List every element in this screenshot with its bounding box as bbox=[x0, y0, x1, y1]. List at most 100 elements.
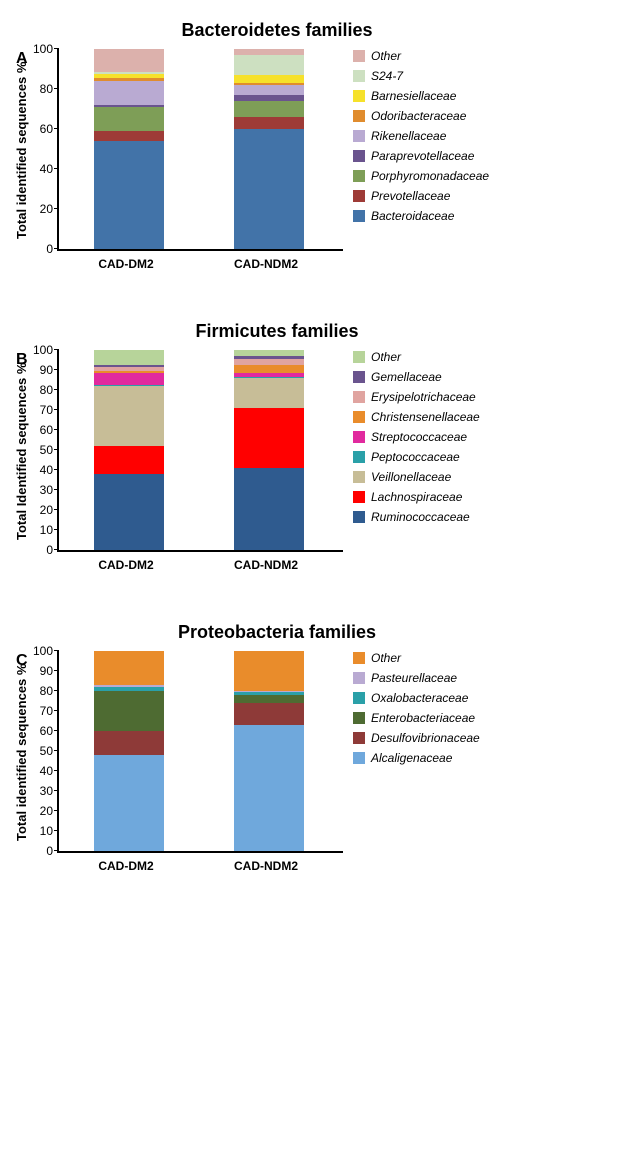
y-axis-label: Total Identified sequences % bbox=[10, 351, 29, 551]
y-tick-label: 90 bbox=[40, 363, 53, 377]
y-tick-label: 50 bbox=[40, 443, 53, 457]
legend-item: Gemellaceae bbox=[353, 370, 480, 384]
stacked-bar bbox=[234, 49, 304, 249]
legend-swatch bbox=[353, 511, 365, 523]
legend-swatch bbox=[353, 411, 365, 423]
legend-label: Rikenellaceae bbox=[371, 129, 446, 143]
legend-label: Veillonellaceae bbox=[371, 470, 451, 484]
legend-item: Paraprevotellaceae bbox=[353, 149, 489, 163]
legend-label: Desulfovibrionaceae bbox=[371, 731, 480, 745]
legend-item: Rikenellaceae bbox=[353, 129, 489, 143]
legend-swatch bbox=[353, 371, 365, 383]
legend-swatch bbox=[353, 712, 365, 724]
x-tick-label: CAD-NDM2 bbox=[231, 257, 301, 271]
y-tick-label: 80 bbox=[40, 82, 53, 96]
bar-segment bbox=[234, 695, 304, 703]
legend-item: S24-7 bbox=[353, 69, 489, 83]
legend-item: Barnesiellaceae bbox=[353, 89, 489, 103]
bar-segment bbox=[94, 691, 164, 731]
stacked-bar bbox=[94, 651, 164, 851]
y-tick-label: 80 bbox=[40, 383, 53, 397]
plot-area bbox=[57, 350, 339, 552]
legend-label: Gemellaceae bbox=[371, 370, 442, 384]
legend-item: Erysipelotrichaceae bbox=[353, 390, 480, 404]
plot-area bbox=[57, 651, 339, 853]
legend-label: Christensenellaceae bbox=[371, 410, 480, 424]
y-tick-label: 40 bbox=[40, 162, 53, 176]
legend-label: Lachnospiraceae bbox=[371, 490, 462, 504]
y-tick-label: 100 bbox=[33, 42, 53, 56]
legend-swatch bbox=[353, 471, 365, 483]
legend-item: Lachnospiraceae bbox=[353, 490, 480, 504]
chart-row: Total Identified sequences %010203040506… bbox=[10, 350, 624, 552]
legend-item: Porphyromonadaceae bbox=[353, 169, 489, 183]
y-tick-label: 50 bbox=[40, 744, 53, 758]
x-tick-label: CAD-DM2 bbox=[91, 257, 161, 271]
legend-label: Other bbox=[371, 350, 401, 364]
x-axis-labels: CAD-DM2CAD-NDM2 bbox=[56, 552, 336, 572]
bar-segment bbox=[234, 703, 304, 725]
stacked-bar bbox=[94, 49, 164, 249]
bars-container bbox=[59, 651, 339, 851]
legend-label: Peptococcaceae bbox=[371, 450, 460, 464]
legend-item: Christensenellaceae bbox=[353, 410, 480, 424]
legend-item: Other bbox=[353, 49, 489, 63]
bar-segment bbox=[94, 731, 164, 755]
x-tick-label: CAD-NDM2 bbox=[231, 859, 301, 873]
bar-segment bbox=[234, 378, 304, 408]
legend-swatch bbox=[353, 351, 365, 363]
legend-swatch bbox=[353, 150, 365, 162]
x-axis-wrap: CAD-DM2 CAD-NDM2 bbox=[38, 853, 624, 873]
y-tick-label: 100 bbox=[33, 644, 53, 658]
legend-label: Streptococcaceae bbox=[371, 430, 467, 444]
y-tick-label: 60 bbox=[40, 122, 53, 136]
legend-label: Paraprevotellaceae bbox=[371, 149, 474, 163]
x-tick-label: CAD-NDM2 bbox=[231, 558, 301, 572]
y-tick-label: 30 bbox=[40, 784, 53, 798]
legend-label: Bacteroidaceae bbox=[371, 209, 454, 223]
x-tick-label: CAD-DM2 bbox=[91, 859, 161, 873]
y-tick-label: 60 bbox=[40, 724, 53, 738]
bar-segment bbox=[94, 350, 164, 365]
bar-segment bbox=[94, 141, 164, 249]
legend-swatch bbox=[353, 732, 365, 744]
legend-label: Erysipelotrichaceae bbox=[371, 390, 476, 404]
x-axis-labels: CAD-DM2 CAD-NDM2 bbox=[56, 853, 336, 873]
bar-segment bbox=[94, 474, 164, 550]
chart-row: Total identified sequences %020406080100… bbox=[10, 49, 624, 251]
x-axis-labels: CAD-DM2 CAD-NDM2 bbox=[56, 251, 336, 271]
y-tick-wrap: 0102030405060708090100 bbox=[29, 651, 57, 851]
y-tick-wrap: 020406080100 bbox=[29, 49, 57, 249]
y-tick-label: 70 bbox=[40, 704, 53, 718]
legend: OtherPasteurellaceaeOxalobacteraceaeEnte… bbox=[353, 651, 480, 771]
bar-segment bbox=[94, 107, 164, 131]
legend-item: Desulfovibrionaceae bbox=[353, 731, 480, 745]
y-tick-label: 90 bbox=[40, 664, 53, 678]
legend-item: Streptococcaceae bbox=[353, 430, 480, 444]
y-tick-label: 10 bbox=[40, 824, 53, 838]
legend-item: Alcaligenaceae bbox=[353, 751, 480, 765]
legend-item: Veillonellaceae bbox=[353, 470, 480, 484]
bar-segment bbox=[94, 386, 164, 446]
legend-swatch bbox=[353, 451, 365, 463]
y-tick-wrap: 0102030405060708090100 bbox=[29, 350, 57, 550]
legend-item: Pasteurellaceae bbox=[353, 671, 480, 685]
y-tick-label: 0 bbox=[46, 242, 53, 256]
legend-swatch bbox=[353, 90, 365, 102]
stacked-bar bbox=[234, 350, 304, 550]
bar-segment bbox=[94, 373, 164, 385]
legend-swatch bbox=[353, 652, 365, 664]
y-tick-label: 70 bbox=[40, 403, 53, 417]
legend-swatch bbox=[353, 170, 365, 182]
legend-swatch bbox=[353, 190, 365, 202]
legend-item: Bacteroidaceae bbox=[353, 209, 489, 223]
bar-segment bbox=[234, 408, 304, 468]
y-tick-label: 40 bbox=[40, 463, 53, 477]
legend-item: Other bbox=[353, 350, 480, 364]
bar-segment bbox=[94, 446, 164, 474]
legend-label: Prevotellaceae bbox=[371, 189, 450, 203]
y-axis-label: Total identified sequences % bbox=[10, 50, 29, 250]
legend-label: Other bbox=[371, 49, 401, 63]
legend-label: Oxalobacteraceae bbox=[371, 691, 468, 705]
chart-panel: ABacteroidetes familiesTotal identified … bbox=[10, 20, 624, 271]
